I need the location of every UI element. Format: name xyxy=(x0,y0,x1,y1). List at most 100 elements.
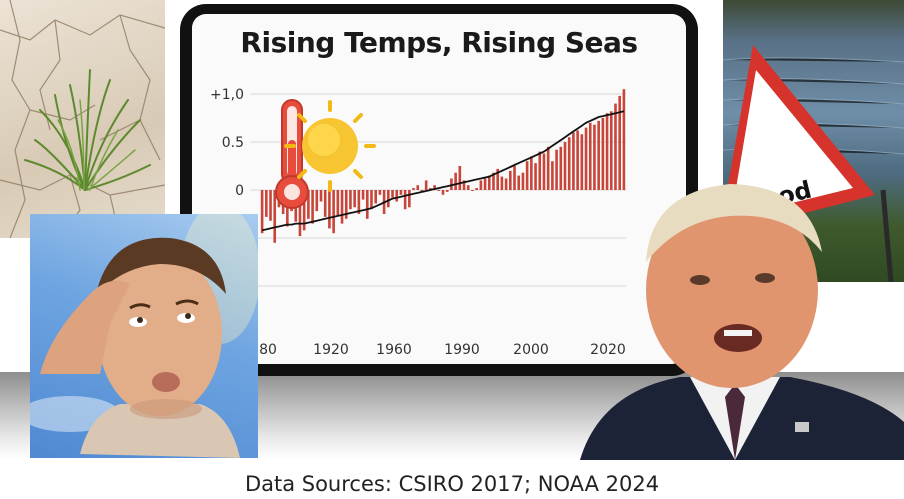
temperature-bar xyxy=(471,190,474,191)
bar-series xyxy=(260,89,626,243)
temperature-bar xyxy=(492,172,495,190)
chart-area: +1,0 0.5 0 80 1920 1960 1990 2000 2020 xyxy=(196,76,666,362)
temperature-bar xyxy=(387,190,390,208)
temperature-bar xyxy=(374,190,377,204)
temperature-bar-chart: +1,0 0.5 0 80 1920 1960 1990 2000 2020 xyxy=(210,87,626,358)
x-tick-label: 2020 xyxy=(590,342,626,358)
temperature-bar xyxy=(433,185,436,190)
temperature-bar xyxy=(517,175,521,190)
temperature-bar xyxy=(307,190,310,219)
temperature-bar xyxy=(500,176,504,190)
temperature-bar xyxy=(302,190,306,231)
flood-scene-drawing: Flood xyxy=(723,45,904,282)
data-source-caption: Data Sources: CSIRO 2017; NOAA 2024 xyxy=(244,472,660,496)
temperature-bar xyxy=(530,156,533,190)
temperature-bar xyxy=(546,146,550,190)
y-axis-ticks: +1,0 0.5 0 xyxy=(210,87,244,199)
temperature-bar xyxy=(483,178,487,190)
temperature-bar xyxy=(454,172,457,190)
temperature-bar xyxy=(332,190,335,234)
temperature-bar xyxy=(298,190,302,237)
temperature-bar xyxy=(559,146,563,190)
temperature-bar xyxy=(424,180,428,190)
temperature-bar xyxy=(273,190,277,243)
temperature-bar xyxy=(365,190,369,219)
temperature-bar xyxy=(336,190,340,215)
temperature-bar xyxy=(597,120,600,190)
temperature-bar xyxy=(538,151,542,190)
temperature-bar xyxy=(429,188,432,190)
temperature-bar xyxy=(408,190,411,208)
speaking-man-photo xyxy=(560,172,904,460)
temperature-bar xyxy=(420,190,424,192)
flood-warning-sign xyxy=(723,45,875,234)
y-tick-label: 0 xyxy=(235,183,244,199)
speaking-man-drawing xyxy=(580,184,904,460)
trend-line-series xyxy=(261,110,625,232)
temperature-bar xyxy=(618,95,621,190)
temperature-bar xyxy=(416,185,420,190)
temperature-bar xyxy=(361,190,365,200)
temperature-bar xyxy=(601,118,605,190)
temperature-bar xyxy=(315,190,319,212)
temperature-bar xyxy=(265,190,268,217)
temperature-bar xyxy=(357,190,361,214)
temperature-bar xyxy=(588,122,592,190)
temperature-bar xyxy=(504,178,508,190)
x-tick-label: 1960 xyxy=(376,342,412,358)
temperature-bar xyxy=(328,190,331,229)
sun-icon xyxy=(284,100,376,192)
sea-level-trend-line xyxy=(261,110,625,232)
y-tick-label: 0.5 xyxy=(222,135,244,151)
temperature-bar xyxy=(450,178,453,190)
temperature-bar xyxy=(475,188,478,190)
temperature-bar xyxy=(551,161,554,190)
temperature-bar xyxy=(458,166,462,190)
temperature-bar xyxy=(441,190,445,195)
temperature-bar xyxy=(576,130,579,190)
temperature-bar xyxy=(513,166,516,190)
temperature-bar xyxy=(353,190,356,208)
temperature-bar xyxy=(622,89,626,190)
temperature-bar xyxy=(580,134,584,190)
temperature-bar xyxy=(521,172,525,190)
temperature-bar xyxy=(525,161,529,190)
temperature-bar xyxy=(395,190,399,202)
temperature-bar xyxy=(378,190,382,195)
x-tick-label: 2000 xyxy=(513,342,549,358)
temperature-bar xyxy=(614,103,617,190)
temperature-bar xyxy=(399,190,403,195)
temperature-bar xyxy=(349,190,352,210)
temperature-bar xyxy=(496,168,499,190)
temperature-bar xyxy=(555,149,558,190)
x-axis-ticks: 80 1920 1960 1990 2000 2020 xyxy=(259,342,626,358)
temperature-bar xyxy=(593,124,596,190)
x-tick-label: 1920 xyxy=(313,342,349,358)
temperature-bar xyxy=(567,137,571,190)
temperature-bar xyxy=(340,190,344,224)
temperature-bar xyxy=(572,132,575,190)
x-tick-label: 80 xyxy=(259,342,277,358)
temperature-bar xyxy=(563,142,567,190)
temperature-bar xyxy=(466,185,470,190)
temperature-bar xyxy=(260,190,264,234)
temperature-bar xyxy=(323,190,327,217)
x-tick-label: 1990 xyxy=(444,342,480,358)
thermometer-icon xyxy=(275,99,309,209)
sweating-man-drawing xyxy=(30,214,258,458)
chart-title: Rising Temps, Rising Seas xyxy=(240,26,638,59)
temperature-bar xyxy=(542,153,546,190)
temperature-bar xyxy=(319,190,323,202)
temperature-bar xyxy=(391,190,394,198)
temperature-bar xyxy=(412,188,415,190)
temperature-bar xyxy=(403,190,407,210)
temperature-bar xyxy=(605,113,609,190)
temperature-bar xyxy=(311,190,314,224)
y-tick-label: +1,0 xyxy=(210,87,244,103)
temperature-bar xyxy=(344,190,348,219)
dry-ground-photo xyxy=(0,0,165,238)
temperature-bar xyxy=(479,180,483,190)
temperature-bar xyxy=(534,163,537,190)
cracked-earth-drawing xyxy=(0,0,165,238)
temperature-bar xyxy=(437,190,441,191)
